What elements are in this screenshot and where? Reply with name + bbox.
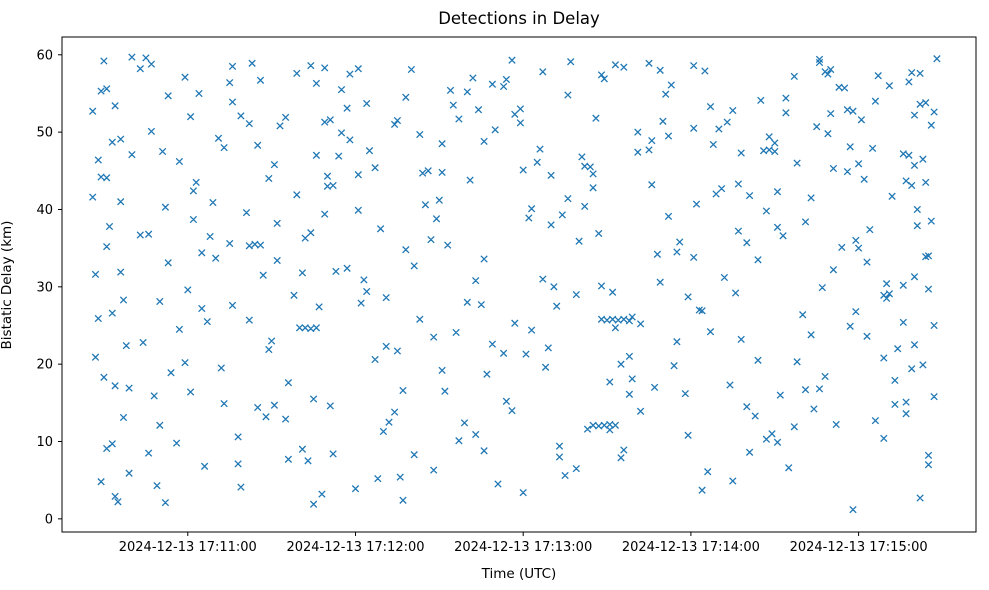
- y-tick-label: 10: [36, 435, 53, 450]
- x-tick-label: 2024-12-13 17:14:00: [622, 540, 760, 555]
- x-tick-label: 2024-12-13 17:12:00: [286, 540, 424, 555]
- data-points: [89, 53, 941, 514]
- y-tick-label: 20: [36, 358, 53, 373]
- x-axis-label: Time (UTC): [481, 566, 557, 582]
- x-tick-label: 2024-12-13 17:11:00: [119, 540, 257, 555]
- y-tick-label: 40: [36, 203, 53, 218]
- x-tick-label: 2024-12-13 17:15:00: [790, 540, 928, 555]
- chart-title: Detections in Delay: [438, 9, 600, 28]
- y-tick-label: 30: [36, 280, 53, 295]
- y-tick-label: 60: [36, 48, 53, 63]
- axes-frame: [61, 36, 977, 533]
- y-tick-label: 50: [36, 126, 53, 141]
- y-tick-label: 0: [45, 512, 53, 527]
- x-tick-label: 2024-12-13 17:13:00: [454, 540, 592, 555]
